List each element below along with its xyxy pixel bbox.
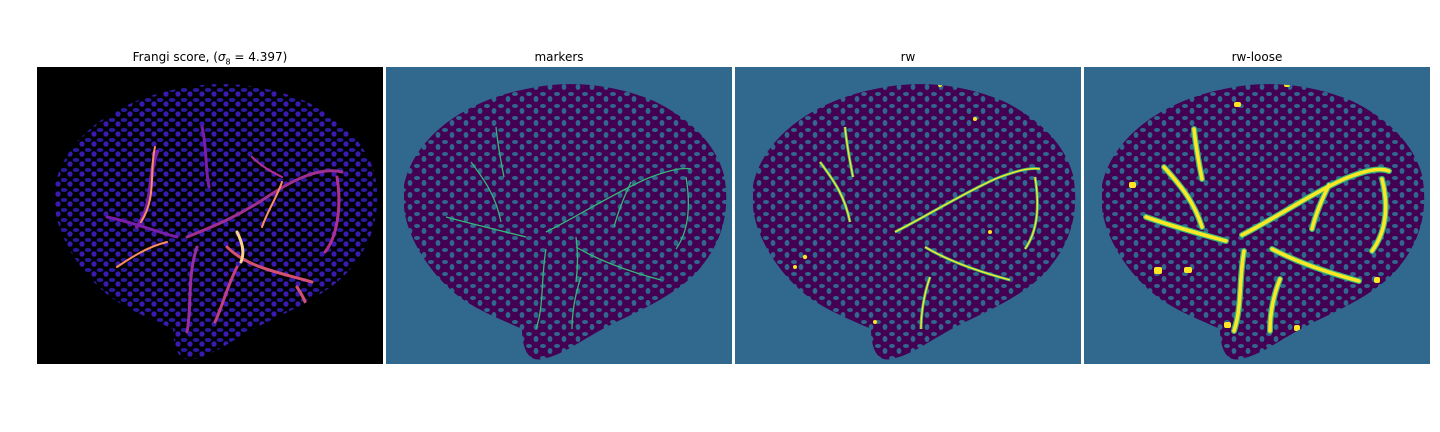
frangi-score-image bbox=[37, 67, 383, 364]
panel-title-rw-loose: rw-loose bbox=[1231, 50, 1283, 64]
panel-title-markers: markers bbox=[534, 50, 584, 64]
panel-markers: markers bbox=[386, 50, 732, 364]
rw-image bbox=[735, 67, 1081, 364]
panel-frangi-score: Frangi score, (σ8 = 4.397) bbox=[37, 50, 383, 364]
panel-rw-loose: rw-loose bbox=[1084, 50, 1430, 364]
rw-loose-image bbox=[1084, 67, 1430, 364]
panel-rw: rw bbox=[735, 50, 1081, 364]
markers-image bbox=[386, 67, 732, 364]
panel-title-frangi: Frangi score, (σ8 = 4.397) bbox=[132, 50, 288, 67]
panel-title-rw: rw bbox=[900, 50, 916, 64]
